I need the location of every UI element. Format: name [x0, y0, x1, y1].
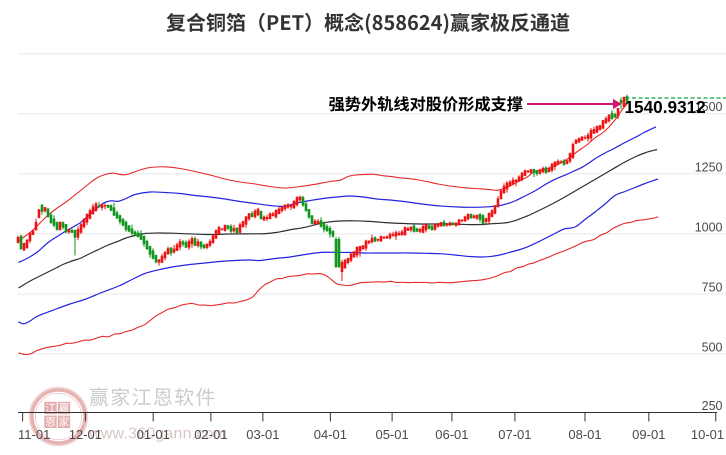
svg-text:1250: 1250: [695, 160, 723, 174]
svg-text:www.360gann.com: www.360gann.com: [88, 426, 227, 443]
svg-text:10-01: 10-01: [691, 427, 724, 442]
svg-text:250: 250: [702, 399, 723, 413]
svg-text:03-01: 03-01: [246, 427, 279, 442]
svg-text:1540.9312: 1540.9312: [625, 97, 706, 117]
svg-text:06-01: 06-01: [435, 427, 468, 442]
svg-text:02-01: 02-01: [194, 427, 227, 442]
svg-text:12-01: 12-01: [69, 427, 102, 442]
svg-text:05-01: 05-01: [375, 427, 408, 442]
svg-text:07-01: 07-01: [498, 427, 531, 442]
svg-text:500: 500: [702, 340, 723, 354]
svg-text:1000: 1000: [695, 220, 723, 234]
svg-text:750: 750: [702, 281, 723, 295]
svg-text:04-01: 04-01: [314, 427, 347, 442]
svg-text:08-01: 08-01: [568, 427, 601, 442]
svg-text:1500: 1500: [695, 100, 723, 114]
svg-text:11-01: 11-01: [18, 427, 50, 442]
svg-text:01-01: 01-01: [137, 427, 170, 442]
svg-text:09-01: 09-01: [632, 427, 665, 442]
